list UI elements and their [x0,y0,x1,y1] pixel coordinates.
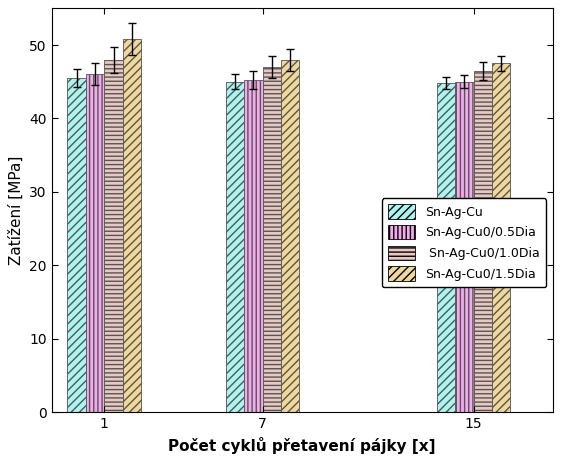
Bar [244,80,263,412]
Bar [86,74,104,412]
Bar [67,78,86,412]
Y-axis label: Zatížení [MPa]: Zatížení [MPa] [8,156,24,265]
Bar [281,60,300,412]
Bar [455,82,473,412]
Bar [263,67,281,412]
Bar [473,71,492,412]
X-axis label: Počet cyklů přetavení pájky [x]: Počet cyklů přetavení pájky [x] [168,437,436,454]
Bar [123,39,141,412]
Legend: Sn-Ag-Cu, Sn-Ag-Cu0/0.5Dia,  Sn-Ag-Cu0/1.0Dia, Sn-Ag-Cu0/1.5Dia: Sn-Ag-Cu, Sn-Ag-Cu0/0.5Dia, Sn-Ag-Cu0/1.… [381,198,546,287]
Bar [436,83,455,412]
Bar [104,60,123,412]
Bar [226,82,244,412]
Bar [492,63,511,412]
